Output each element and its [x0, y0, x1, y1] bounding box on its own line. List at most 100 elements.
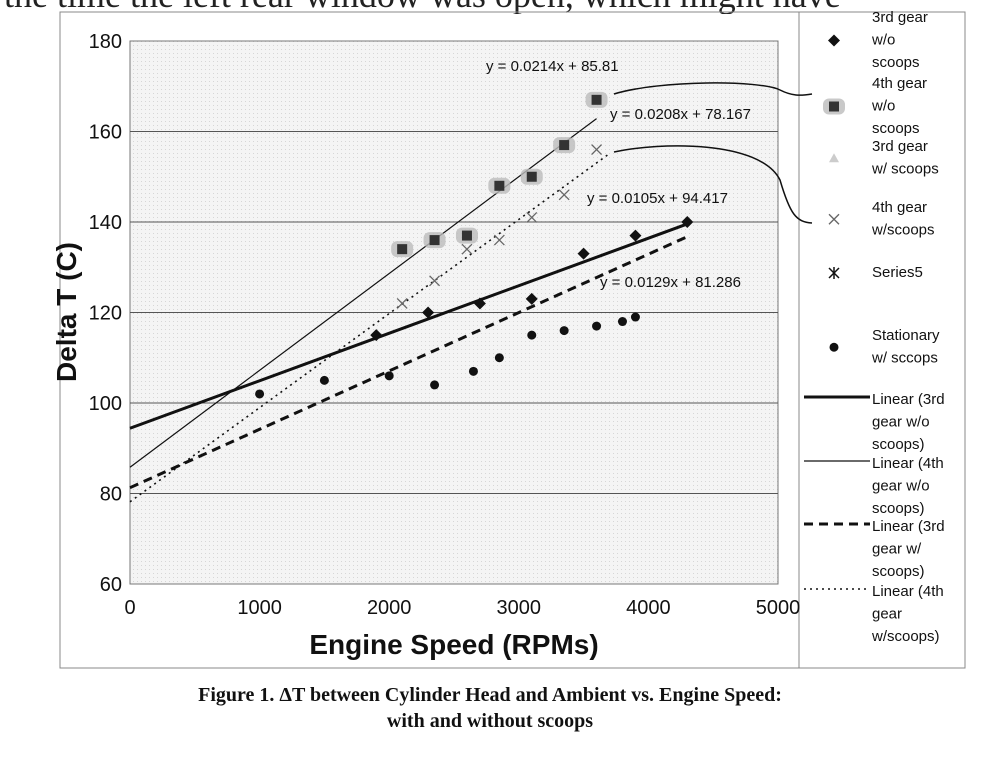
figure-caption: Figure 1. ΔT between Cylinder Head and A… — [60, 682, 920, 734]
legend-entry-1: 3rd gear w/o scoops — [828, 9, 928, 71]
caption-line-2: with and without scoops — [386, 710, 594, 732]
y-tick-label: 180 — [89, 31, 122, 53]
data-point-s6-2 — [319, 375, 329, 385]
data-point-s2-5 — [520, 168, 543, 185]
data-point-s2-3 — [455, 227, 478, 244]
data-point-s2-6 — [553, 137, 576, 154]
legend-label: 4th gear — [872, 75, 927, 92]
data-point-s1-4 — [525, 292, 538, 305]
legend-symbol-3 — [829, 153, 839, 163]
x-axis-title: Engine Speed (RPMs) — [309, 629, 598, 660]
data-point-s6-8 — [559, 326, 569, 336]
data-point-s6-1 — [255, 389, 265, 399]
data-point-s6-5 — [468, 366, 478, 376]
legend-label: scoops) — [872, 563, 925, 580]
data-point-s4-5 — [526, 212, 538, 223]
legend-label: w/ sccops — [871, 350, 938, 367]
legend-symbol-4 — [828, 213, 840, 225]
y-axis-title: Delta T (C) — [51, 242, 82, 382]
data-points — [255, 91, 694, 399]
data-point-s6-4 — [430, 380, 440, 390]
y-tick-label: 100 — [89, 393, 122, 415]
trendline-3 — [129, 235, 688, 490]
x-tick-label: 2000 — [367, 597, 412, 619]
data-point-s2-2 — [423, 232, 446, 249]
y-tick-label: 160 — [89, 122, 122, 144]
legend-symbol-1 — [828, 34, 840, 47]
trendline-1 — [129, 222, 688, 430]
legend-callouts — [613, 82, 813, 224]
data-point-s4-3 — [461, 243, 473, 255]
legend-label: gear w/o — [872, 414, 930, 431]
chart-frame — [59, 11, 966, 669]
legend-entry-3: 3rd gear w/ scoops — [829, 138, 939, 178]
data-point-s2-7 — [585, 91, 608, 108]
trendline-equations: y = 0.0105x + 94.417 y = 0.0214x + 85.81 y… — [486, 58, 751, 291]
legend-entry-8: Linear (4th gear w/o scoops) — [804, 455, 944, 517]
data-point-s2-1 — [391, 241, 414, 258]
data-point-s1-2 — [422, 306, 435, 319]
data-point-s2-4 — [488, 177, 511, 194]
legend-symbol-6 — [829, 342, 839, 352]
x-tick-label: 1000 — [237, 597, 282, 619]
data-point-s6-10 — [617, 317, 627, 327]
data-point-s1-1 — [370, 329, 383, 342]
legend-label: Linear (4th — [872, 583, 944, 600]
legend-label: scoops) — [872, 500, 925, 517]
legend-symbol-2 — [823, 98, 845, 115]
x-tick-label: 5000 — [756, 597, 801, 619]
legend-entry-9: Linear (3rd gear w/scoops) — [804, 518, 945, 580]
x-tick-label: 3000 — [497, 597, 542, 619]
data-point-s4-2 — [429, 275, 441, 287]
caption-line-1: Figure 1. ΔT between Cylinder Head and A… — [198, 684, 782, 706]
data-point-s6-6 — [494, 353, 504, 363]
tick-labels: 60 80 100 120 140 160 180 0 1000 2000 3000 4000 5000 — [89, 31, 801, 619]
legend-label: w/ scoops — [871, 161, 939, 178]
legend-label: Stationary — [872, 327, 940, 344]
legend-label: scoops — [872, 120, 920, 137]
gridlines — [130, 131, 778, 494]
legend-entry-6: Stationary w/ sccops — [829, 327, 940, 367]
legend-symbol-5 — [828, 267, 840, 279]
legend-label: gear w/o — [872, 478, 930, 495]
y-tick-label: 80 — [100, 484, 122, 506]
y-tick-label: 60 — [100, 574, 122, 596]
legend-label: gear — [872, 606, 902, 623]
data-point-s1-3 — [473, 297, 486, 310]
legend-label: w/o — [871, 32, 895, 49]
legend-label: scoops) — [872, 436, 925, 453]
data-point-s4-6 — [558, 189, 570, 201]
trendline-equation-2: y = 0.0214x + 85.81 — [486, 58, 619, 75]
chart: y = 0.0105x + 94.417 y = 0.0214x + 85.81 y… — [51, 9, 966, 669]
top-text-fragment: the time the left rear window was open, … — [0, 0, 981, 14]
legend-label: 4th gear — [872, 199, 927, 216]
legend-label: 3rd gear — [872, 9, 928, 26]
y-tick-label: 120 — [89, 303, 122, 325]
x-tick-label: 0 — [124, 597, 135, 619]
legend-label: 3rd gear — [872, 138, 928, 155]
data-point-s1-5 — [577, 247, 590, 260]
data-point-s4-4 — [493, 234, 505, 246]
trendline-4 — [129, 152, 610, 503]
legend-entry-2: 4th gear w/o scoops — [823, 75, 927, 137]
legend-label: Series5 — [872, 264, 923, 281]
legend-entry-5: Series5 — [828, 264, 923, 281]
legend-label: Linear (4th — [872, 455, 944, 472]
trendlines — [129, 118, 688, 503]
legend-label: gear w/ — [872, 541, 922, 558]
legend-entry-4: 4th gear w/scoops — [828, 199, 935, 239]
trendline-equation-1: y = 0.0105x + 94.417 — [587, 190, 728, 207]
data-point-s6-3 — [384, 371, 394, 381]
legend-entry-10: Linear (4th gear w/scoops) — [804, 583, 944, 645]
legend-label: scoops — [872, 54, 920, 71]
data-point-s6-9 — [592, 321, 602, 331]
data-point-s4-7 — [591, 144, 603, 156]
trendline-equation-3: y = 0.0129x + 81.286 — [600, 274, 741, 291]
trendline-2 — [129, 118, 597, 468]
data-point-s6-7 — [527, 330, 537, 340]
data-point-s6-11 — [630, 312, 640, 322]
x-tick-label: 4000 — [626, 597, 671, 619]
trendline-equation-4: y = 0.0208x + 78.167 — [610, 106, 751, 123]
legend-label: w/o — [871, 98, 895, 115]
